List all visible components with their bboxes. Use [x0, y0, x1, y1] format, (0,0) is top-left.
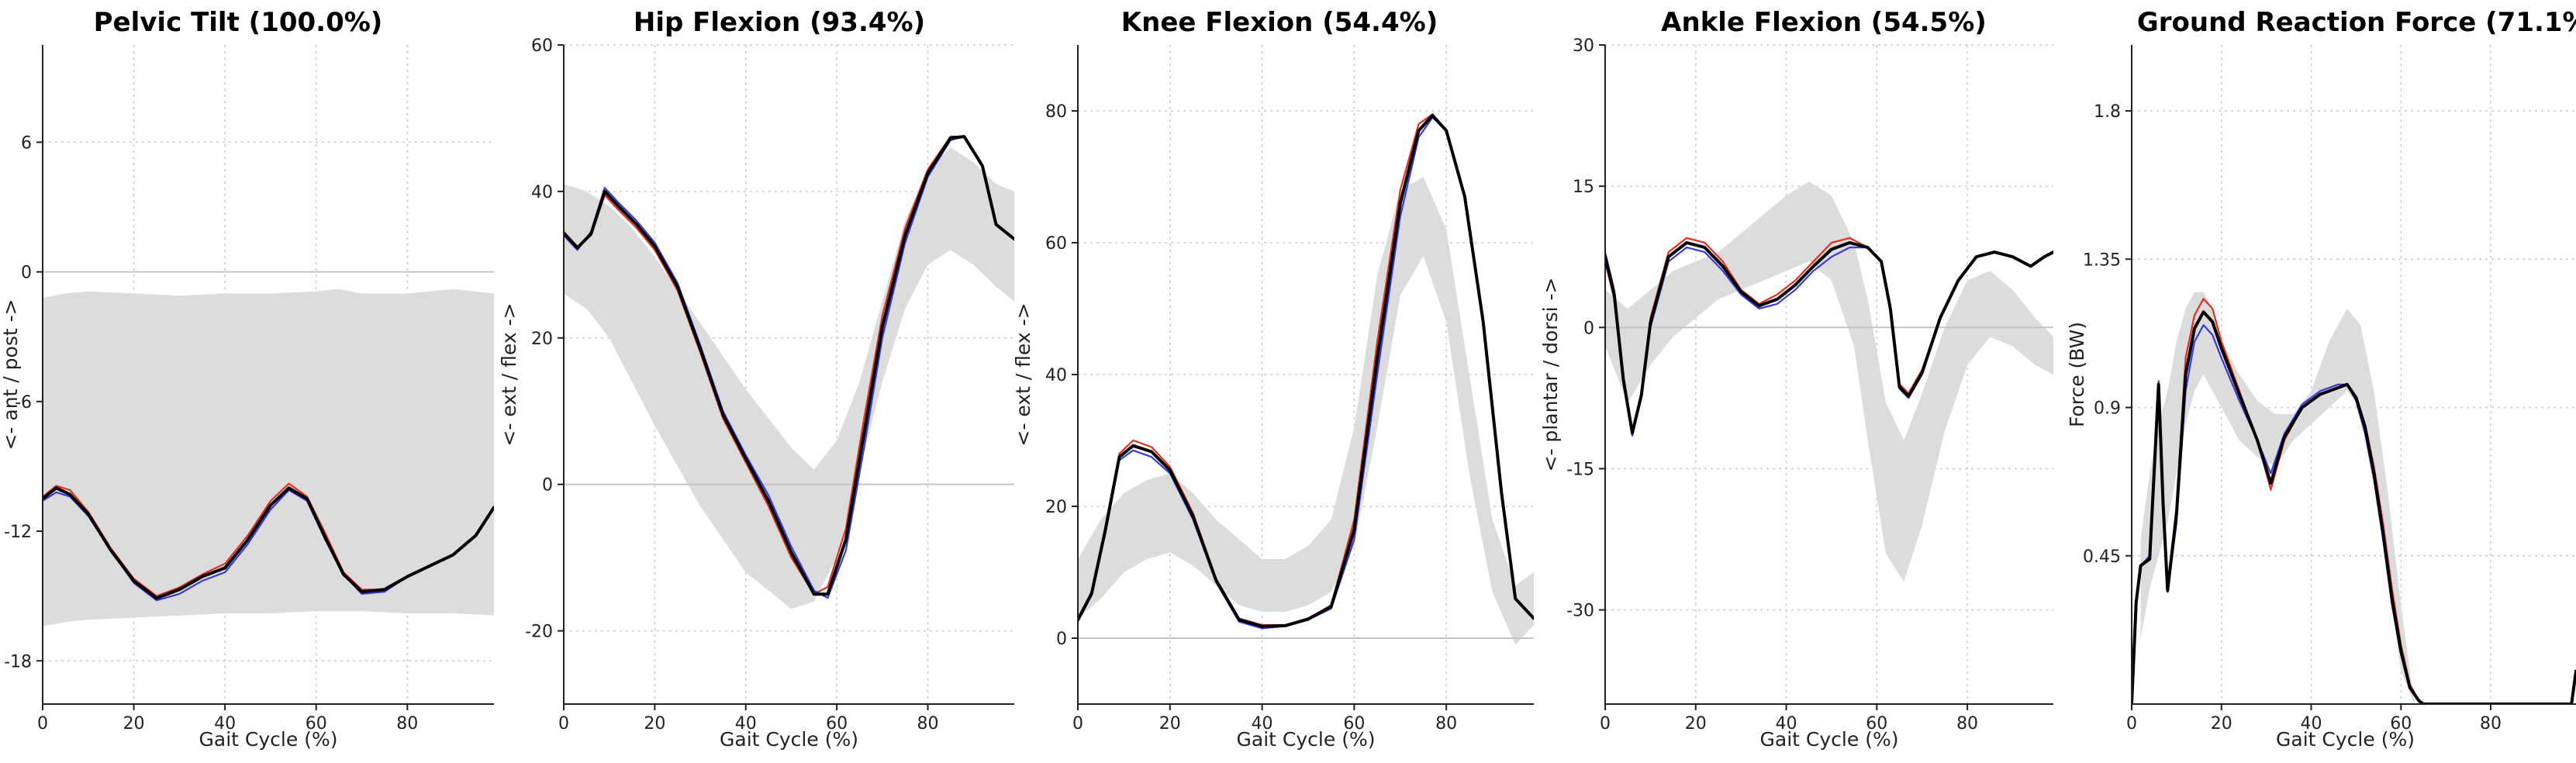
y-tick-label: 20 [1045, 498, 1067, 517]
x-tick-label: 80 [1956, 714, 1978, 734]
chart-title: Knee Flexion (54.4%) [1121, 7, 1438, 38]
y-tick-label: 0.9 [2094, 399, 2121, 419]
x-tick-label: 60 [826, 714, 848, 734]
y-tick-label: 30 [1573, 36, 1594, 56]
x-tick-label: 40 [1776, 714, 1797, 734]
chart-panel-4: 0 20 40 60 80 -30 -15 0 15 30 Ankle Flexion (54.5%… [1539, 7, 2053, 751]
normative-band [1605, 181, 2053, 582]
x-tick-label: 60 [1866, 714, 1887, 734]
x-axis-label: Gait Cycle (%) [1237, 728, 1376, 751]
y-tick-label: -15 [1566, 460, 1594, 479]
y-tick-label: -30 [1566, 602, 1594, 621]
chart-title: Pelvic Tilt (100.0%) [94, 7, 383, 38]
y-tick-label: 0 [21, 264, 32, 283]
x-axis-label: Gait Cycle (%) [2276, 728, 2415, 751]
x-tick-label: 20 [644, 714, 665, 734]
y-tick-label: 60 [531, 36, 553, 56]
x-tick-label: 0 [558, 714, 569, 734]
normative-band [2140, 292, 2415, 704]
y-tick-label: 40 [1045, 366, 1067, 385]
series-line-3 [1078, 113, 1534, 628]
x-axis-label: Gait Cycle (%) [199, 728, 338, 751]
y-axis-label: <- ext / flex -> [1012, 302, 1034, 446]
y-axis-label: <- ext / flex -> [498, 302, 520, 446]
x-tick-label: 40 [735, 714, 757, 734]
y-tick-label: -6 [15, 393, 32, 413]
x-tick-label: 80 [396, 714, 418, 734]
chart-panel-1: 0 20 40 60 80 -18 -12 -6 0 6 Pelvic Tilt (100.0%) G… [0, 7, 494, 751]
x-tick-label: 80 [2480, 714, 2502, 734]
y-tick-label: 0 [1583, 319, 1594, 338]
chart-title: Ankle Flexion (54.5%) [1661, 7, 1987, 38]
x-tick-label: 20 [2211, 714, 2232, 734]
x-tick-label: 20 [1159, 714, 1181, 734]
y-tick-label: -12 [4, 523, 32, 542]
y-tick-label: 40 [531, 183, 553, 202]
series-line-3 [43, 486, 494, 600]
y-axis-label: Force (BW) [2066, 322, 2088, 427]
y-tick-label: 1.35 [2083, 250, 2121, 270]
normative-band [43, 288, 494, 627]
chart-title: Hip Flexion (93.4%) [634, 7, 925, 38]
y-tick-label: 1.8 [2094, 102, 2121, 122]
series-line-3 [1605, 241, 2053, 435]
x-tick-label: 60 [1343, 714, 1365, 734]
x-tick-label: 0 [1600, 714, 1611, 734]
x-tick-label: 40 [214, 714, 236, 734]
x-tick-label: 60 [2390, 714, 2412, 734]
y-tick-label: -20 [525, 623, 553, 642]
normative-band [1078, 177, 1534, 645]
y-tick-label: 0.45 [2083, 547, 2121, 567]
y-tick-label: 60 [1045, 234, 1067, 254]
x-axis-label: Gait Cycle (%) [720, 728, 858, 751]
y-tick-label: 0 [1056, 630, 1067, 649]
chart-title: Ground Reaction Force (71.1%) [2137, 7, 2576, 38]
x-axis-label: Gait Cycle (%) [1760, 728, 1899, 751]
x-tick-label: 80 [1435, 714, 1457, 734]
series-line-3 [2132, 310, 2576, 704]
x-tick-label: 80 [917, 714, 938, 734]
chart-panel-2: 0 20 40 60 80 -20 0 20 40 60 Hip Flexion (93.4%) Ga… [498, 7, 1014, 751]
x-tick-label: 60 [306, 714, 327, 734]
normative-band [564, 147, 1014, 609]
y-tick-label: 15 [1573, 178, 1594, 197]
y-tick-label: -18 [4, 652, 32, 672]
chart-panel-3: 0 20 40 60 80 0 20 40 60 80 Knee Flexion (54.4%) Ga… [1012, 7, 1534, 751]
y-axis-label: <- ant / post -> [0, 299, 22, 450]
y-tick-label: 6 [21, 133, 32, 153]
x-tick-label: 20 [1685, 714, 1707, 734]
x-tick-label: 0 [2126, 714, 2137, 734]
y-tick-label: 0 [542, 476, 553, 495]
x-tick-label: 0 [1072, 714, 1083, 734]
x-tick-label: 0 [37, 714, 48, 734]
y-axis-label: <- plantar / dorsi -> [1539, 278, 1562, 472]
x-tick-label: 40 [2301, 714, 2322, 734]
y-tick-label: 80 [1045, 102, 1067, 122]
x-tick-label: 40 [1252, 714, 1273, 734]
y-tick-label: 20 [531, 330, 553, 349]
series-line-3 [564, 135, 1014, 596]
chart-panel-5: 0 20 40 60 80 0.45 0.9 1.35 1.8 Ground Reaction F… [2066, 7, 2576, 751]
x-tick-label: 20 [123, 714, 145, 734]
